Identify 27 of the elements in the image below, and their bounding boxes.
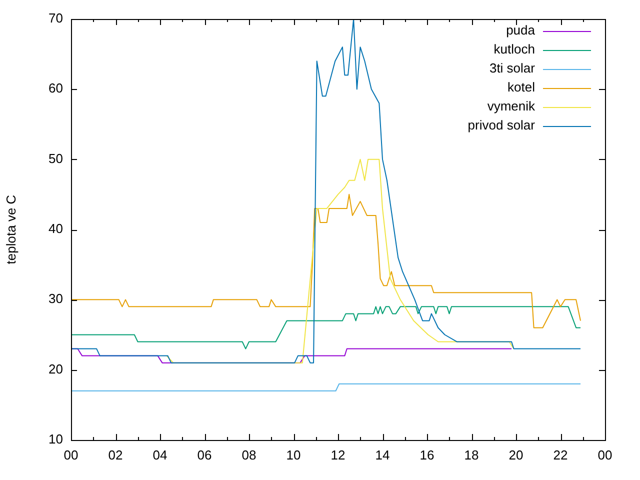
y-tick-label: 30 (48, 291, 63, 306)
x-tick-label: 02 (108, 447, 123, 462)
legend-label: vymenik (487, 98, 536, 114)
x-tick-label: 00 (64, 447, 78, 462)
x-tick-label: 06 (197, 447, 212, 462)
legend-label: puda (506, 22, 536, 38)
legend-label: privod solar (468, 118, 536, 133)
x-tick-label: 20 (508, 447, 524, 462)
x-tick-label: 16 (420, 447, 434, 462)
x-tick-label: 22 (553, 447, 568, 462)
x-tick-label: 10 (286, 447, 301, 462)
legend-label: kutloch (494, 42, 535, 57)
x-tick-label: 14 (375, 447, 390, 462)
x-tick-label: 04 (152, 447, 168, 462)
x-tick-label: 12 (330, 447, 346, 462)
y-tick-label: 70 (48, 10, 63, 26)
x-tick-label: 08 (242, 447, 256, 462)
x-tick-label: 18 (464, 447, 479, 462)
y-tick-label: 10 (48, 432, 63, 447)
y-tick-label: 60 (48, 80, 63, 96)
legend-label: kotel (508, 80, 536, 95)
y-tick-label: 40 (48, 221, 63, 236)
y-tick-label: 50 (48, 150, 63, 166)
y-tick-label: 20 (48, 361, 63, 376)
y-axis-title: teplota ve C (3, 194, 18, 264)
legend-label: 3ti solar (489, 60, 536, 76)
x-tick-label: 00 (598, 447, 612, 462)
